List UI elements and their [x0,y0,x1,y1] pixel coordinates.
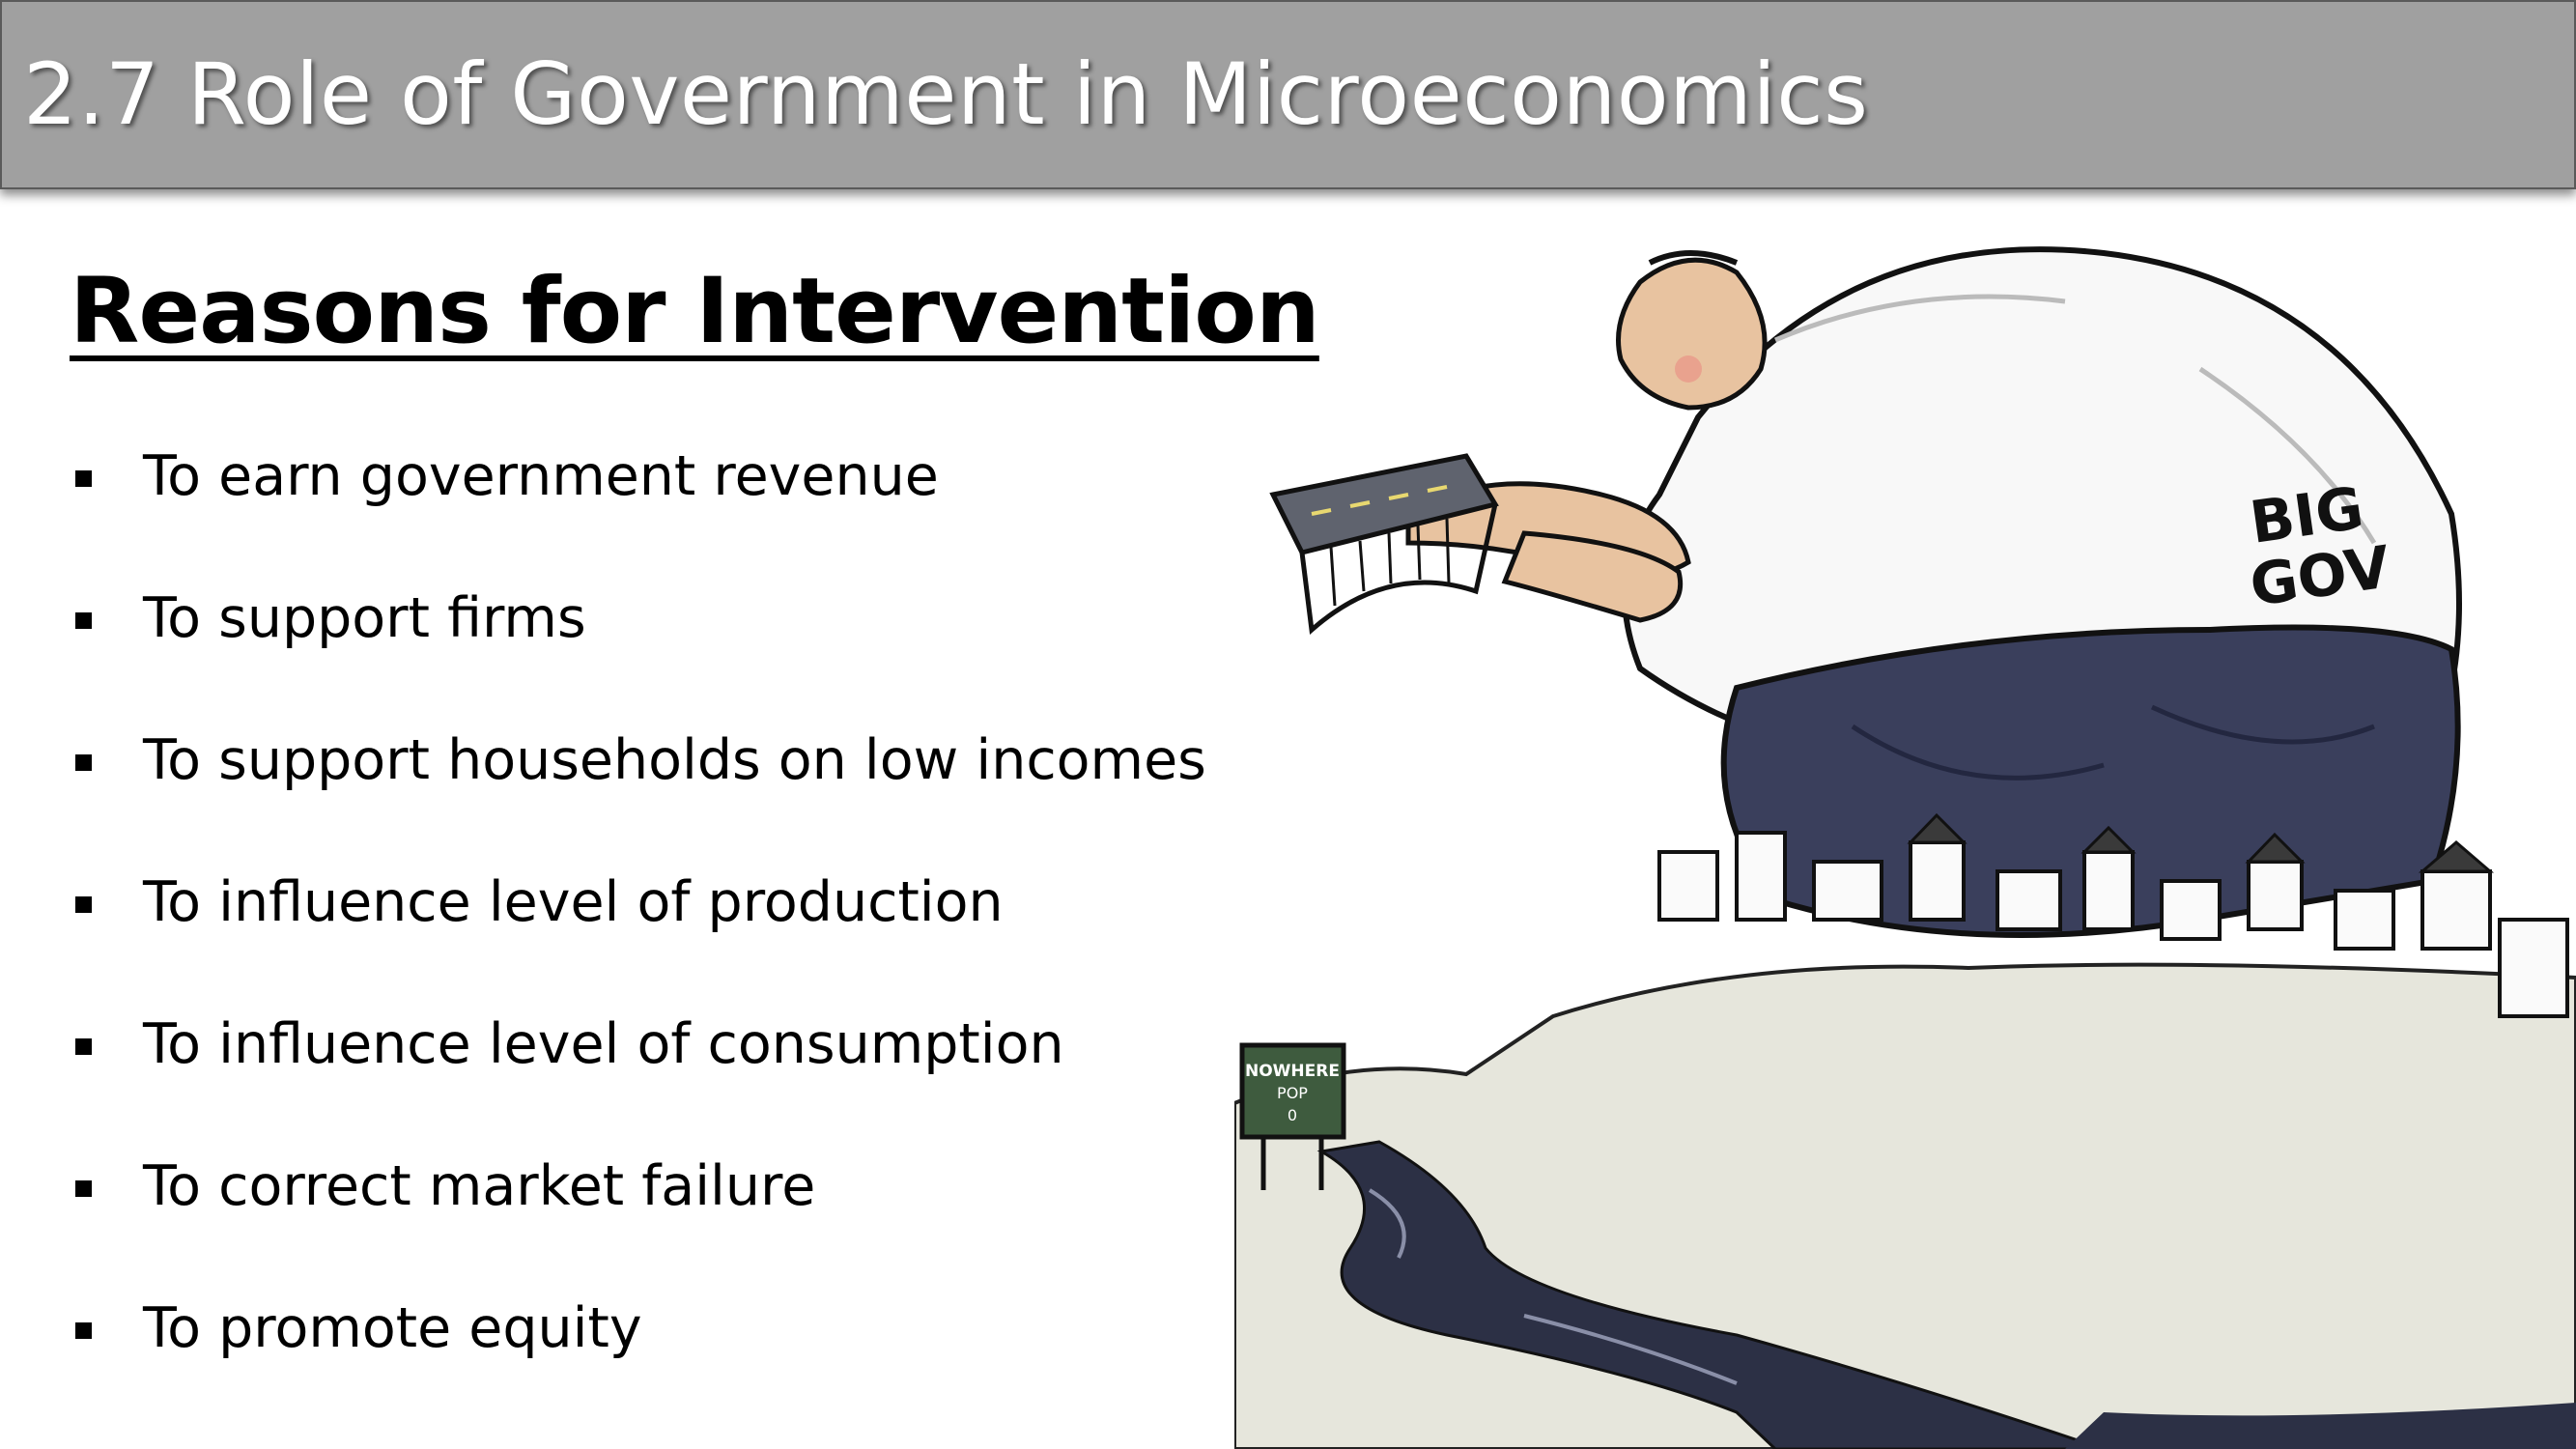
square-bullet-icon [75,1038,92,1055]
giant-head [1616,257,1768,411]
svg-text:NOWHERE: NOWHERE [1245,1062,1340,1081]
bullet-text: To support households on low incomes [143,728,1206,792]
town-sign: NOWHERE POP 0 [1239,1042,1346,1190]
svg-text:POP: POP [1277,1084,1308,1102]
bullet-text: To promote equity [143,1296,642,1360]
title-bar: 2.7 Role of Government in Microeconomics [0,0,2576,189]
big-gov-cartoon-illustration: BIG GOV NOWHERE POP 0 [1234,246,2576,1449]
section-heading: Reasons for Intervention [70,259,1320,364]
bullet-text: To earn government revenue [143,444,939,508]
river [1316,1140,2105,1449]
svg-text:0: 0 [1288,1106,1297,1124]
bullet-text: To influence level of production [143,870,1004,934]
shirt-text-big: BIG [2246,474,2367,557]
town-buildings [1657,831,2569,1018]
square-bullet-icon [75,896,92,913]
bullet-text: To support firms [143,586,586,650]
square-bullet-icon [75,754,92,771]
bullet-text: To correct market failure [143,1154,816,1218]
square-bullet-icon [75,470,92,487]
square-bullet-icon [75,1322,92,1339]
giant-arm-right [1501,530,1684,623]
bullet-text: To influence level of consumption [143,1012,1064,1076]
slide-title: 2.7 Role of Government in Microeconomics [23,44,1869,144]
square-bullet-icon [75,612,92,629]
house-roofs [1907,812,2495,873]
square-bullet-icon [75,1180,92,1197]
